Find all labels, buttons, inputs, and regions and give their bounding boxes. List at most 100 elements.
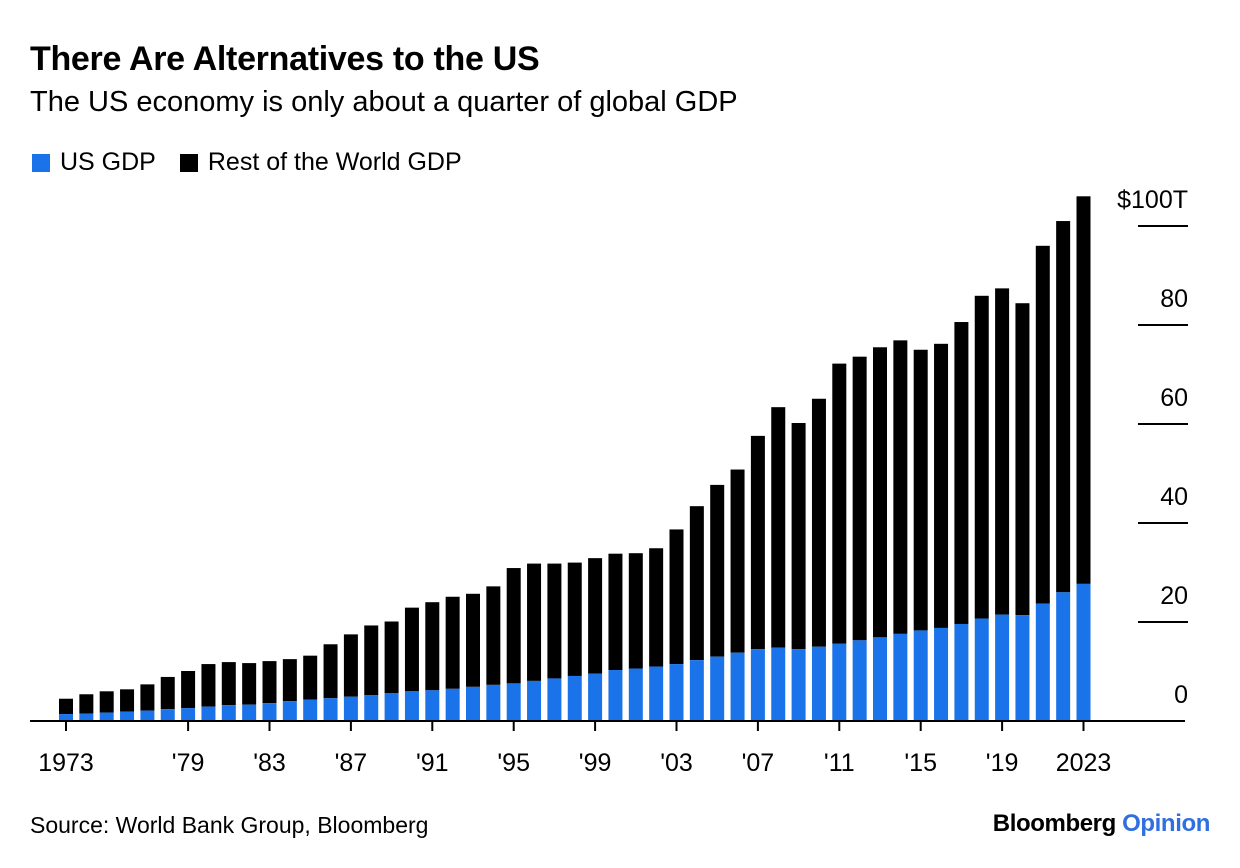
x-tick-label-1991: '91 xyxy=(416,749,449,777)
brand-logo: Bloomberg Opinion xyxy=(993,810,1211,838)
bar-us-2002 xyxy=(649,666,664,721)
bar-us-1998 xyxy=(567,675,582,721)
bar-us-2018 xyxy=(974,618,989,721)
bar-row-2000 xyxy=(608,553,623,671)
y-tick-label-20: 20 xyxy=(1160,582,1188,610)
bar-us-2013 xyxy=(873,637,887,721)
bar-us-2023 xyxy=(1076,583,1091,721)
bar-us-2004 xyxy=(689,660,704,721)
bar-us-1982 xyxy=(242,704,257,721)
bar-row-1998 xyxy=(567,562,582,676)
x-tick-label-1979: '79 xyxy=(172,749,205,777)
bar-us-1988 xyxy=(364,695,379,721)
bar-row-1980 xyxy=(201,664,216,707)
bar-us-1997 xyxy=(547,678,562,721)
legend-label-us: US GDP xyxy=(60,148,156,176)
bar-us-2020 xyxy=(1015,615,1030,721)
bar-row-2014 xyxy=(893,340,908,634)
bar-row-2015 xyxy=(913,349,928,631)
y-tick-label-60: 60 xyxy=(1160,384,1188,412)
bar-row-1977 xyxy=(140,684,155,711)
bar-us-2014 xyxy=(893,633,908,721)
x-tick-label-1995: '95 xyxy=(497,749,530,777)
bar-row-2012 xyxy=(852,356,867,641)
bar-us-2010 xyxy=(811,646,826,721)
bar-row-1974 xyxy=(79,694,94,714)
x-tick-label-1999: '99 xyxy=(579,749,612,777)
bar-us-1994 xyxy=(486,684,501,721)
bar-row-1983 xyxy=(262,661,277,704)
bar-us-1995 xyxy=(506,683,521,721)
bar-us-1989 xyxy=(384,693,399,721)
x-tick-label-2003: '03 xyxy=(660,749,693,777)
y-tick-label-0: 0 xyxy=(1174,681,1188,709)
bar-us-1999 xyxy=(588,673,603,721)
bar-row-2011 xyxy=(832,363,847,644)
bar-row-2001 xyxy=(628,553,643,669)
bar-row-2017 xyxy=(954,322,969,624)
bar-row-2004 xyxy=(689,506,704,661)
y-tick-label-100: $100T xyxy=(1117,186,1188,214)
bar-row-1989 xyxy=(384,621,399,694)
bar-row-1996 xyxy=(527,563,542,681)
bar-row-1975 xyxy=(99,691,114,713)
bar-row-1994 xyxy=(486,586,501,685)
legend: US GDP Rest of the World GDP xyxy=(32,148,486,177)
bar-row-2002 xyxy=(649,548,664,667)
bar-us-1980 xyxy=(201,706,216,721)
bar-us-1996 xyxy=(527,680,542,721)
bar-us-1985 xyxy=(303,699,318,721)
bar-row-1984 xyxy=(282,659,297,702)
bar-row-1986 xyxy=(323,644,338,699)
bar-row-1991 xyxy=(425,602,440,691)
x-tick-label-1973: 1973 xyxy=(38,749,94,777)
bar-row-1981 xyxy=(221,662,236,706)
bar-row-2020 xyxy=(1015,303,1030,616)
bar-row-1992 xyxy=(445,596,460,689)
bar-us-2021 xyxy=(1035,603,1050,721)
bar-row-2003 xyxy=(669,529,684,665)
legend-label-row: Rest of the World GDP xyxy=(207,148,462,176)
bar-row-1979 xyxy=(181,671,196,709)
bar-row-2007 xyxy=(750,435,765,650)
x-tick-label-2023: 2023 xyxy=(1056,749,1112,777)
bar-row-2023 xyxy=(1076,196,1091,584)
bar-us-2011 xyxy=(832,643,847,721)
legend-swatch-us xyxy=(32,153,50,172)
bar-us-2022 xyxy=(1056,592,1071,721)
bar-us-1990 xyxy=(404,691,419,721)
bar-us-1987 xyxy=(343,696,358,721)
bar-row-1997 xyxy=(547,563,562,679)
bar-row-1982 xyxy=(242,663,257,705)
legend-item-row: Rest of the World GDP xyxy=(179,148,462,177)
bar-us-1981 xyxy=(221,705,236,721)
bar-us-1977 xyxy=(140,710,155,721)
legend-item-us: US GDP xyxy=(32,148,156,177)
x-tick-label-2007: '07 xyxy=(742,749,775,777)
x-tick-label-2011: '11 xyxy=(824,749,855,777)
bar-us-2015 xyxy=(913,630,928,721)
bar-us-2017 xyxy=(954,623,969,721)
bar-us-1975 xyxy=(99,712,114,721)
bar-us-2016 xyxy=(934,627,949,721)
bar-us-1986 xyxy=(323,698,338,721)
bar-row-1985 xyxy=(303,655,318,700)
bar-us-1976 xyxy=(120,711,135,721)
bar-us-2019 xyxy=(995,614,1010,721)
bar-row-1987 xyxy=(343,634,358,697)
x-tick-label-2019: '19 xyxy=(986,749,1019,777)
source-note: Source: World Bank Group, Bloomberg xyxy=(30,812,429,838)
bar-row-1978 xyxy=(160,676,175,710)
bar-us-1979 xyxy=(181,708,196,721)
y-tick-label-40: 40 xyxy=(1160,483,1188,511)
bar-us-1973 xyxy=(59,714,73,721)
bar-row-1990 xyxy=(404,607,419,692)
bar-row-2008 xyxy=(771,407,786,648)
bar-row-2019 xyxy=(995,288,1010,615)
bar-us-1991 xyxy=(425,690,440,721)
bar-row-1976 xyxy=(120,689,135,712)
bar-us-1992 xyxy=(445,688,460,721)
bar-us-1993 xyxy=(466,686,480,721)
bar-row-2016 xyxy=(934,343,949,628)
